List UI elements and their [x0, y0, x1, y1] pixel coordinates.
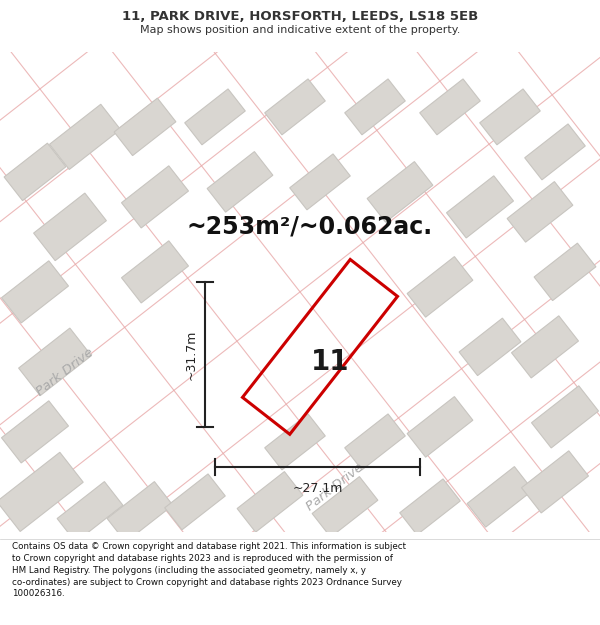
Polygon shape — [345, 414, 405, 470]
Text: 11: 11 — [311, 348, 349, 376]
Polygon shape — [459, 318, 521, 376]
Polygon shape — [185, 89, 245, 145]
Polygon shape — [34, 193, 106, 261]
Text: Contains OS data © Crown copyright and database right 2021. This information is : Contains OS data © Crown copyright and d… — [12, 542, 406, 598]
Polygon shape — [50, 104, 121, 169]
Polygon shape — [467, 467, 533, 527]
Polygon shape — [57, 482, 123, 542]
Polygon shape — [122, 166, 188, 228]
Polygon shape — [512, 316, 578, 378]
Polygon shape — [407, 397, 473, 457]
Polygon shape — [420, 79, 480, 135]
Polygon shape — [165, 474, 225, 530]
Polygon shape — [4, 143, 66, 201]
Polygon shape — [19, 328, 91, 396]
Text: ~27.1m: ~27.1m — [292, 482, 343, 495]
Text: ~31.7m: ~31.7m — [185, 329, 197, 379]
Polygon shape — [521, 451, 589, 513]
Polygon shape — [107, 482, 173, 542]
Polygon shape — [532, 386, 598, 448]
Text: 11, PARK DRIVE, HORSFORTH, LEEDS, LS18 5EB: 11, PARK DRIVE, HORSFORTH, LEEDS, LS18 5… — [122, 10, 478, 23]
Polygon shape — [207, 152, 273, 212]
Polygon shape — [2, 401, 68, 463]
Polygon shape — [114, 98, 176, 156]
Polygon shape — [407, 257, 473, 317]
Polygon shape — [446, 176, 514, 238]
Polygon shape — [534, 243, 596, 301]
Text: Map shows position and indicative extent of the property.: Map shows position and indicative extent… — [140, 25, 460, 35]
Polygon shape — [525, 124, 585, 180]
Polygon shape — [312, 477, 378, 537]
Polygon shape — [265, 79, 325, 135]
Text: Park Drive: Park Drive — [304, 461, 366, 513]
Polygon shape — [507, 182, 573, 242]
Polygon shape — [2, 261, 68, 323]
Polygon shape — [400, 479, 460, 535]
Polygon shape — [290, 154, 350, 210]
Polygon shape — [367, 162, 433, 222]
Polygon shape — [345, 79, 405, 135]
Text: Park Drive: Park Drive — [34, 346, 96, 398]
Polygon shape — [0, 452, 83, 531]
Polygon shape — [480, 89, 540, 145]
Polygon shape — [265, 414, 325, 470]
Polygon shape — [237, 472, 303, 532]
Text: ~253m²/~0.062ac.: ~253m²/~0.062ac. — [187, 215, 433, 239]
Polygon shape — [122, 241, 188, 303]
